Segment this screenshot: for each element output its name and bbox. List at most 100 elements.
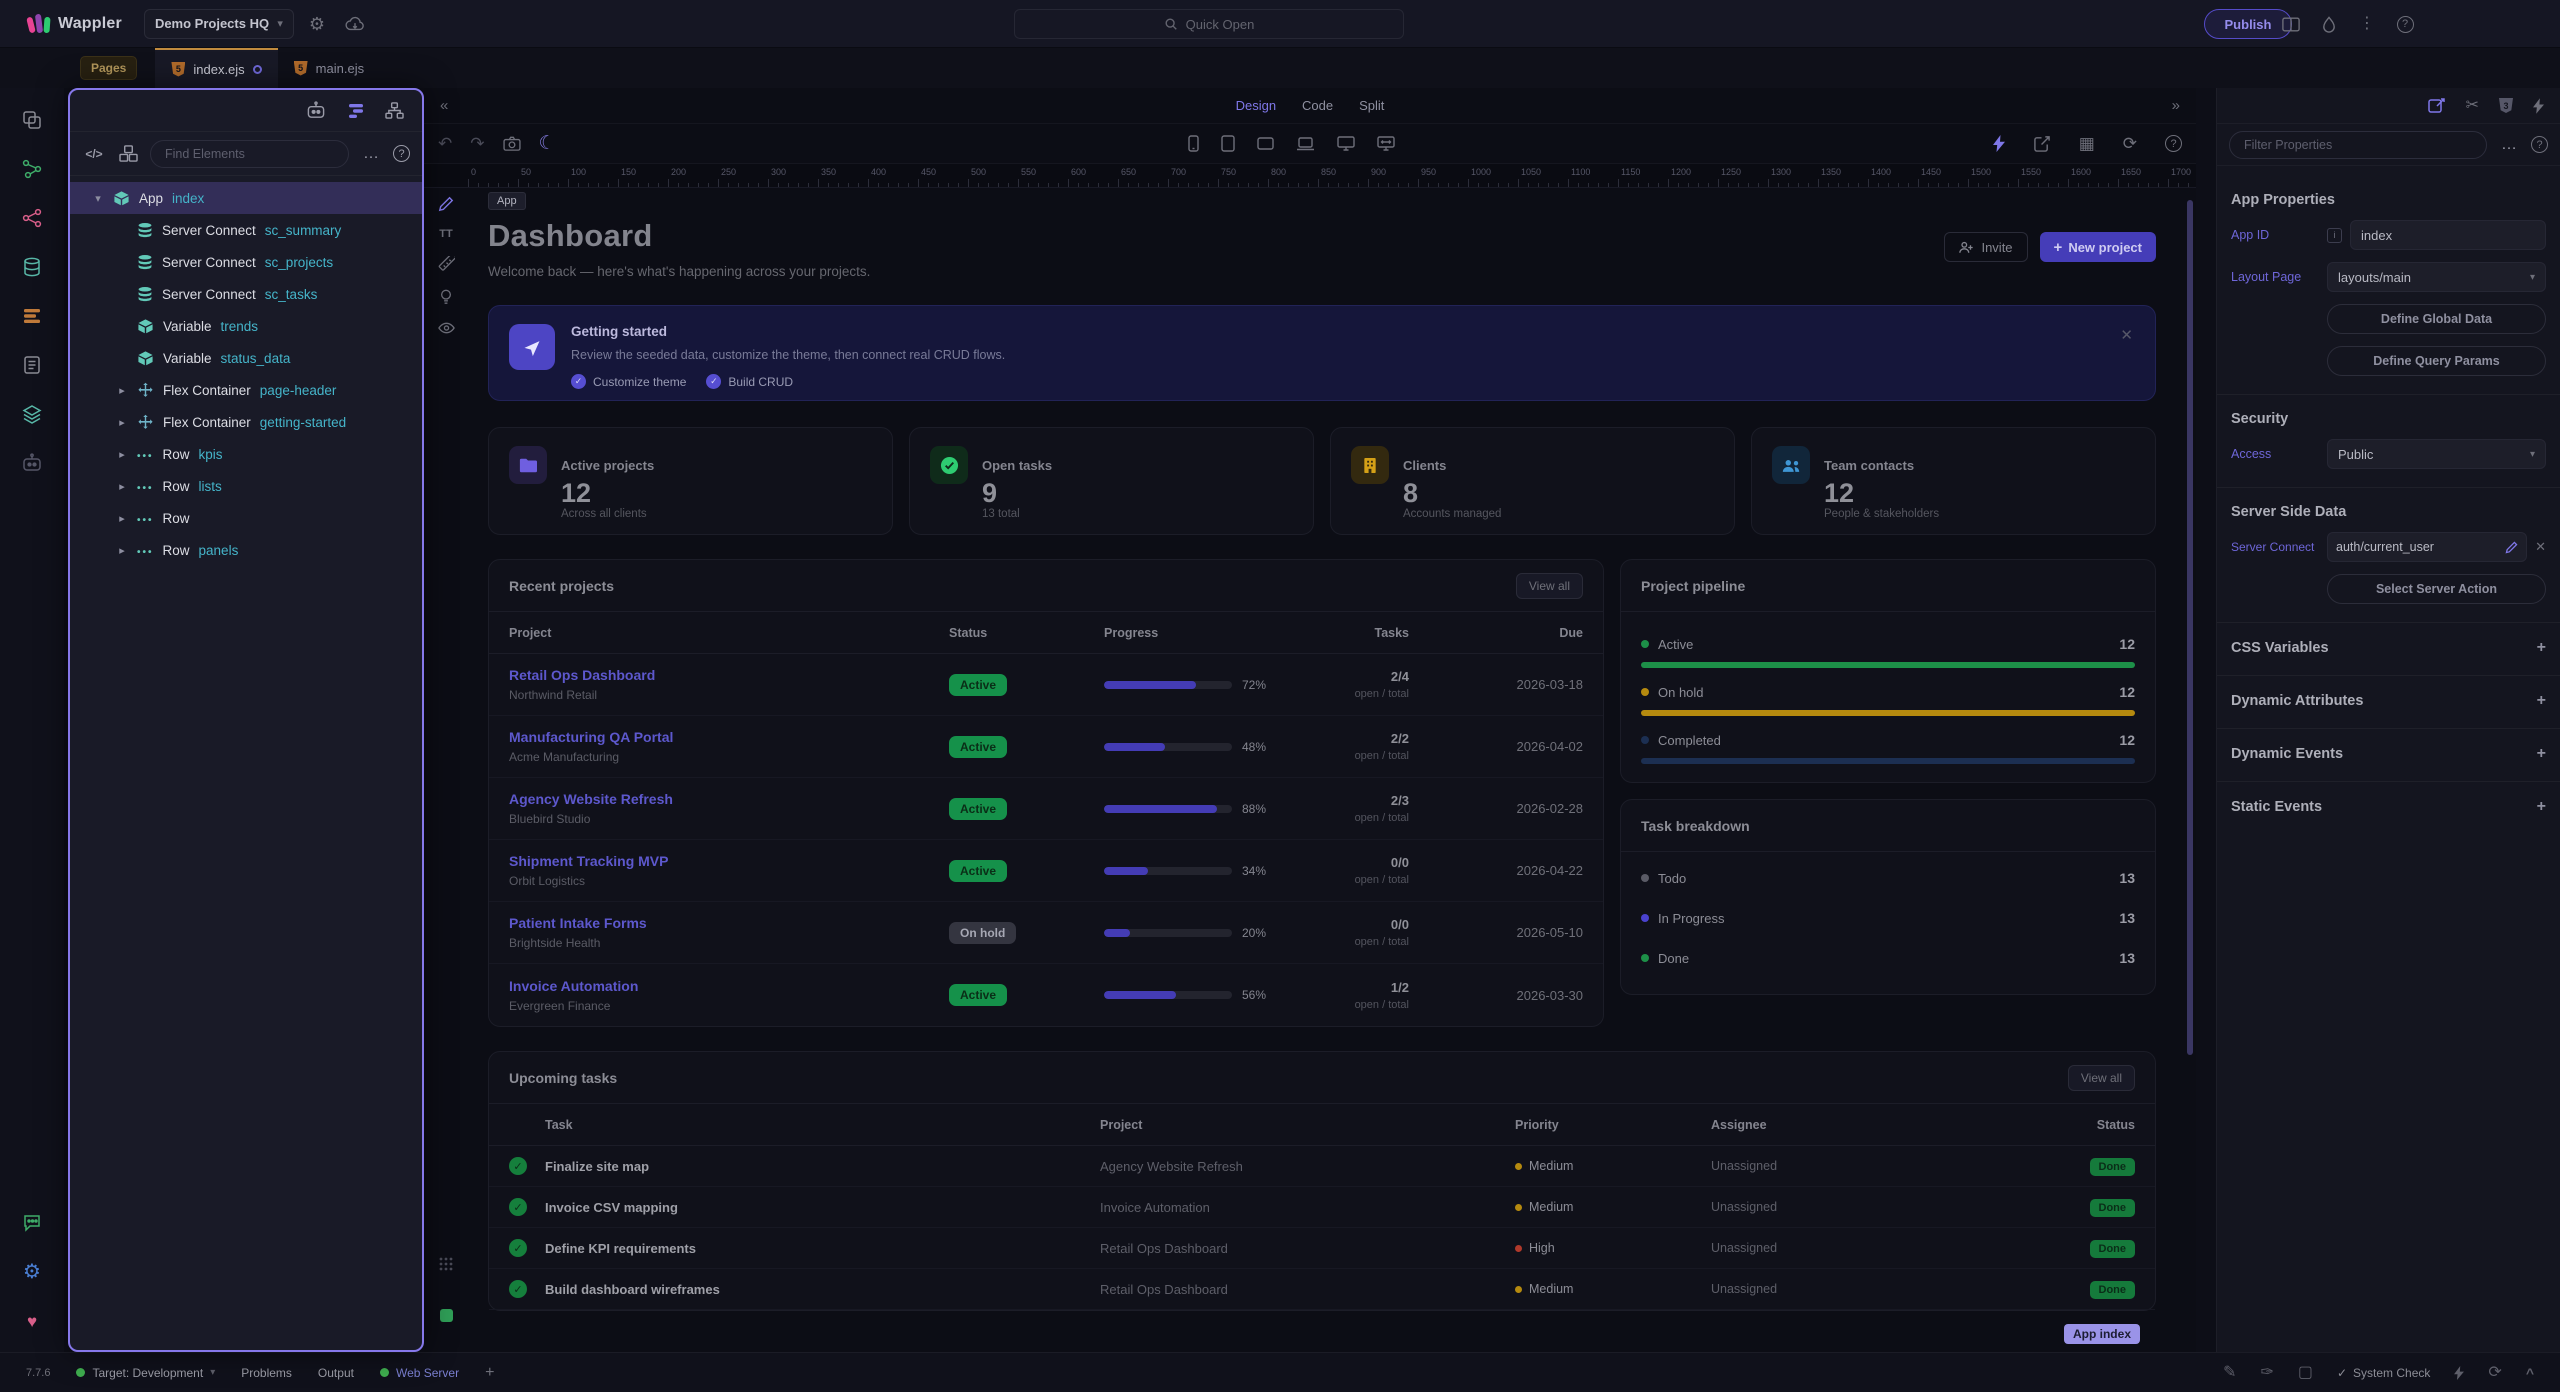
outline-icon[interactable] <box>14 347 50 383</box>
add-dynamic-event-icon[interactable]: + <box>2537 745 2546 763</box>
project-link[interactable]: Patient Intake Forms <box>509 915 949 931</box>
tab-main-ejs[interactable]: 5 main.ejs <box>278 48 380 88</box>
access-select[interactable]: Public ▾ <box>2327 439 2546 469</box>
device-desktop-icon[interactable] <box>1337 136 1355 151</box>
chevron-right-icon[interactable]: ▸ <box>116 480 128 493</box>
mode-code[interactable]: Code <box>1302 98 1333 113</box>
chevron-right-icon[interactable]: ▸ <box>116 448 128 461</box>
tree-item-row[interactable]: ▸•••Row <box>70 502 422 534</box>
define-query-params-button[interactable]: Define Query Params <box>2327 346 2546 376</box>
info-icon[interactable]: i <box>2327 228 2342 243</box>
device-fullscreen-icon[interactable] <box>1377 136 1395 151</box>
tree-item-sc_summary[interactable]: Server Connectsc_summary <box>70 214 422 246</box>
kpi-card-active-projects[interactable]: Active projects12Across all clients <box>488 427 893 535</box>
device-laptop-icon[interactable] <box>1296 137 1315 151</box>
task-row[interactable]: ✓Finalize site mapAgency Website Refresh… <box>489 1146 2155 1187</box>
project-row[interactable]: Retail Ops DashboardNorthwind RetailActi… <box>489 654 1603 716</box>
typography-icon[interactable]: TT <box>439 228 452 240</box>
tree-item-sc_tasks[interactable]: Server Connectsc_tasks <box>70 278 422 310</box>
web-server-button[interactable]: Web Server <box>380 1366 459 1380</box>
add-static-event-icon[interactable]: + <box>2537 798 2546 816</box>
chevron-right-icon[interactable]: ▸ <box>116 416 128 429</box>
new-project-button[interactable]: + New project <box>2040 232 2156 262</box>
mode-design[interactable]: Design <box>1236 98 1276 113</box>
tree-item-kpis[interactable]: ▸•••Rowkpis <box>70 438 422 470</box>
tree-item-page-header[interactable]: ▸Flex Containerpage-header <box>70 374 422 406</box>
more-options-icon[interactable]: … <box>2497 136 2521 154</box>
mode-split[interactable]: Split <box>1359 98 1384 113</box>
preferences-gear-icon[interactable]: ⚙ <box>14 1254 50 1290</box>
project-row[interactable]: Patient Intake FormsBrightside HealthOn … <box>489 902 1603 964</box>
task-row[interactable]: ✓Define KPI requirementsRetail Ops Dashb… <box>489 1228 2155 1269</box>
project-link[interactable]: Agency Website Refresh <box>509 791 949 807</box>
properties-edit-icon[interactable] <box>2428 97 2446 115</box>
chevron-down-icon[interactable]: ▾ <box>92 192 104 205</box>
canvas-scrollbar[interactable] <box>2187 200 2193 1055</box>
ai-robot-icon[interactable] <box>305 101 327 120</box>
heart-icon[interactable]: ♥ <box>14 1303 50 1339</box>
tree-item-index[interactable]: ▾Appindex <box>70 182 422 214</box>
device-phone-landscape-icon[interactable] <box>1257 137 1274 150</box>
system-check-button[interactable]: ✓ System Check <box>2337 1366 2430 1380</box>
package-box-icon[interactable]: ▢ <box>2298 1365 2313 1381</box>
chevron-right-icon[interactable]: ▸ <box>116 544 128 557</box>
device-phone-icon[interactable] <box>1188 135 1199 152</box>
check-customize-theme[interactable]: ✓ Customize theme <box>571 374 686 389</box>
view-all-projects-button[interactable]: View all <box>1516 573 1583 599</box>
project-link[interactable]: Retail Ops Dashboard <box>509 667 949 683</box>
select-server-action-button[interactable]: Select Server Action <box>2327 574 2546 604</box>
project-link[interactable]: Shipment Tracking MVP <box>509 853 949 869</box>
ai-assistant-icon[interactable] <box>14 445 50 481</box>
invite-button[interactable]: Invite <box>1944 232 2027 262</box>
project-link[interactable]: Invoice Automation <box>509 978 949 994</box>
collapse-left-icon[interactable]: « <box>440 97 448 114</box>
project-row[interactable]: Invoice AutomationEvergreen FinanceActiv… <box>489 964 1603 1026</box>
cut-scissors-icon[interactable]: ✂ <box>2466 98 2479 114</box>
magic-bulb-icon[interactable] <box>439 289 453 306</box>
components-package-icon[interactable] <box>116 145 140 162</box>
help-icon[interactable]: ? <box>2390 9 2420 39</box>
app-structure-list-icon[interactable] <box>347 103 365 119</box>
project-row[interactable]: Manufacturing QA PortalAcme Manufacturin… <box>489 716 1603 778</box>
tree-more-icon[interactable]: … <box>359 145 383 163</box>
target-selector[interactable]: Target: Development ▾ <box>76 1366 215 1380</box>
open-in-browser-icon[interactable] <box>2033 135 2051 152</box>
events-bolt-icon[interactable] <box>2533 98 2544 114</box>
project-row[interactable]: Agency Website RefreshBluebird StudioAct… <box>489 778 1603 840</box>
define-global-data-button[interactable]: Define Global Data <box>2327 304 2546 334</box>
filter-properties-input[interactable] <box>2229 131 2487 159</box>
grid-handle-icon[interactable] <box>439 1257 453 1271</box>
edit-pencil-icon[interactable] <box>438 196 454 212</box>
modified-indicator-icon[interactable] <box>253 65 262 74</box>
undo-icon[interactable]: ↶ <box>438 134 452 154</box>
theme-droplet-icon[interactable] <box>2314 9 2344 39</box>
add-css-variable-icon[interactable]: + <box>2537 639 2546 657</box>
collapse-right-icon[interactable]: » <box>2172 97 2180 114</box>
task-row[interactable]: ✓Invoice CSV mappingInvoice AutomationMe… <box>489 1187 2155 1228</box>
components-icon[interactable] <box>14 102 50 138</box>
find-elements-input[interactable] <box>150 140 349 168</box>
visibility-eye-icon[interactable] <box>438 322 455 334</box>
layers-icon[interactable] <box>14 396 50 432</box>
tab-index-ejs[interactable]: 5 index.ejs <box>155 48 277 88</box>
sync-icon[interactable]: ⟳ <box>2488 1365 2501 1381</box>
cloud-sync-icon[interactable] <box>340 9 370 39</box>
tree-help-icon[interactable]: ? <box>393 145 410 162</box>
tree-item-panels[interactable]: ▸•••Rowpanels <box>70 534 422 566</box>
chevron-up-icon[interactable]: ^ <box>2526 1365 2534 1381</box>
workflows-icon[interactable] <box>14 151 50 187</box>
output-button[interactable]: Output <box>318 1366 354 1380</box>
edit-pencil-icon[interactable] <box>2505 541 2518 554</box>
screenshot-camera-icon[interactable] <box>503 136 521 151</box>
tree-item-status_data[interactable]: Variablestatus_data <box>70 342 422 374</box>
chevron-right-icon[interactable]: ▸ <box>116 384 128 397</box>
quick-open-button[interactable]: Quick Open <box>1014 9 1404 39</box>
close-icon[interactable]: ✕ <box>2120 326 2133 344</box>
actions-bolt-icon[interactable] <box>1993 135 2005 152</box>
pen-icon[interactable]: ✑ <box>2260 1365 2273 1381</box>
problems-button[interactable]: Problems <box>241 1366 292 1380</box>
edit-pencil-icon[interactable]: ✎ <box>2223 1365 2236 1381</box>
community-chat-icon[interactable] <box>14 1205 50 1241</box>
kpi-card-open-tasks[interactable]: Open tasks913 total <box>909 427 1314 535</box>
styles-icon[interactable] <box>14 298 50 334</box>
